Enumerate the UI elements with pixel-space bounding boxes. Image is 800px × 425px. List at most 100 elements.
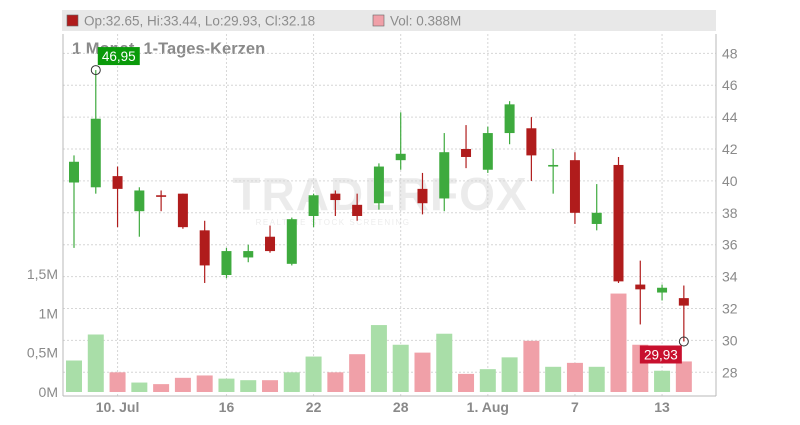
volume-bar [131, 382, 148, 392]
candle-body [395, 153, 406, 161]
price-tick-label: 44 [722, 109, 738, 125]
high-price-badge [97, 47, 140, 66]
ohlc-readout: Op:32.65, Hi:33.44, Lo:29.93, Cl:32.18 [84, 14, 315, 29]
volume-bar [240, 380, 257, 392]
low-price-label: 29,93 [644, 347, 678, 362]
volume-bar [523, 340, 540, 392]
candle-body [569, 160, 580, 213]
volume-tick-label: 0,5M [27, 345, 58, 361]
date-tick-label: 28 [393, 399, 409, 415]
candle-body [265, 236, 276, 252]
price-tick-label: 46 [722, 77, 738, 93]
price-tick-label: 34 [722, 269, 738, 285]
candle-body [308, 195, 319, 216]
candle-body [461, 149, 472, 157]
high-price-label: 46,95 [102, 49, 136, 64]
volume-bar [305, 356, 322, 392]
volume-bar [479, 369, 496, 392]
candle-body [678, 298, 689, 306]
volume-bar [675, 361, 692, 392]
volume-bar [566, 362, 583, 392]
ohlc-swatch [66, 14, 79, 27]
candle-body [112, 176, 123, 189]
volume-bar [610, 293, 627, 392]
volume-bar [370, 325, 387, 392]
volume-bar [66, 360, 82, 392]
candle-body [373, 166, 384, 204]
price-tick-label: 48 [722, 45, 738, 61]
volume-tick-label: 0M [39, 384, 58, 400]
candle-body [439, 152, 450, 199]
volume-bar [262, 380, 279, 392]
price-tick-label: 28 [722, 364, 738, 380]
price-tick-label: 40 [722, 173, 738, 189]
volume-bar [327, 372, 344, 392]
date-axis: 10. Jul 16 22 28 1. Aug 7 13 [63, 395, 716, 415]
watermark-tagline: REALTIME STOCK SCREENING [256, 218, 411, 227]
candle-body [156, 195, 167, 197]
volume-bar [283, 372, 300, 392]
candle-body [69, 161, 79, 183]
volume-bar [588, 366, 605, 392]
volume-tick-label: 1M [39, 305, 58, 321]
candles [69, 70, 689, 342]
volume-bar [501, 357, 518, 392]
candle-body [221, 251, 232, 275]
date-tick-label: 10. Jul [96, 399, 140, 415]
candle-body [591, 212, 602, 224]
candle-body [657, 287, 668, 293]
header-bar [62, 10, 716, 31]
date-tick-label: 7 [571, 399, 579, 415]
candle-body [243, 251, 254, 258]
candle-body [548, 164, 559, 167]
candle-body [417, 188, 428, 204]
price-tick-label: 32 [722, 300, 738, 316]
price-tick-label: 38 [722, 205, 738, 221]
candle-body [613, 164, 624, 282]
price-annotations: 46,95 29,93 [90, 47, 689, 364]
date-tick-label: 1. Aug [467, 399, 509, 415]
date-tick-label: 16 [219, 399, 235, 415]
candle-body [177, 193, 188, 228]
volume-readout: Vol: 0.388M [390, 14, 461, 29]
price-tick-label: 36 [722, 237, 738, 253]
volume-bar [545, 366, 562, 392]
volume-axis: 0M 0,5M 1M 1,5M [27, 34, 64, 400]
extreme-marker [678, 336, 689, 347]
volume-bar [349, 354, 366, 392]
date-tick-label: 22 [306, 399, 322, 415]
extreme-marker [90, 65, 101, 76]
volume-bar [109, 372, 126, 392]
volume-bar [153, 384, 170, 392]
volume-bar [174, 377, 191, 392]
volume-bars [66, 293, 692, 392]
volume-bar [436, 333, 453, 392]
date-tick-label: 13 [654, 399, 670, 415]
volume-bar [87, 334, 104, 392]
volume-tick-label: 1,5M [27, 266, 58, 282]
volume-swatch [372, 14, 385, 27]
candle-body [286, 219, 297, 264]
volume-bar [414, 352, 431, 392]
candle-body [504, 104, 515, 134]
grid [63, 34, 716, 396]
volume-bar [458, 373, 475, 392]
volume-bar [196, 375, 213, 392]
low-price-badge [639, 345, 682, 364]
volume-bar [218, 378, 235, 392]
candle-body [134, 190, 145, 212]
candle-body [635, 284, 646, 290]
volume-bar [392, 344, 409, 392]
candle-body [90, 118, 101, 188]
price-tick-label: 30 [722, 332, 738, 348]
candle-body [526, 128, 537, 156]
candle-body [482, 133, 493, 170]
candle-body [199, 230, 210, 266]
price-axis: 28 30 32 34 36 38 40 42 44 46 48 [715, 34, 738, 396]
candle-body [330, 193, 341, 201]
volume-bar [654, 370, 671, 392]
candle-body [352, 204, 363, 216]
price-tick-label: 42 [722, 141, 738, 157]
